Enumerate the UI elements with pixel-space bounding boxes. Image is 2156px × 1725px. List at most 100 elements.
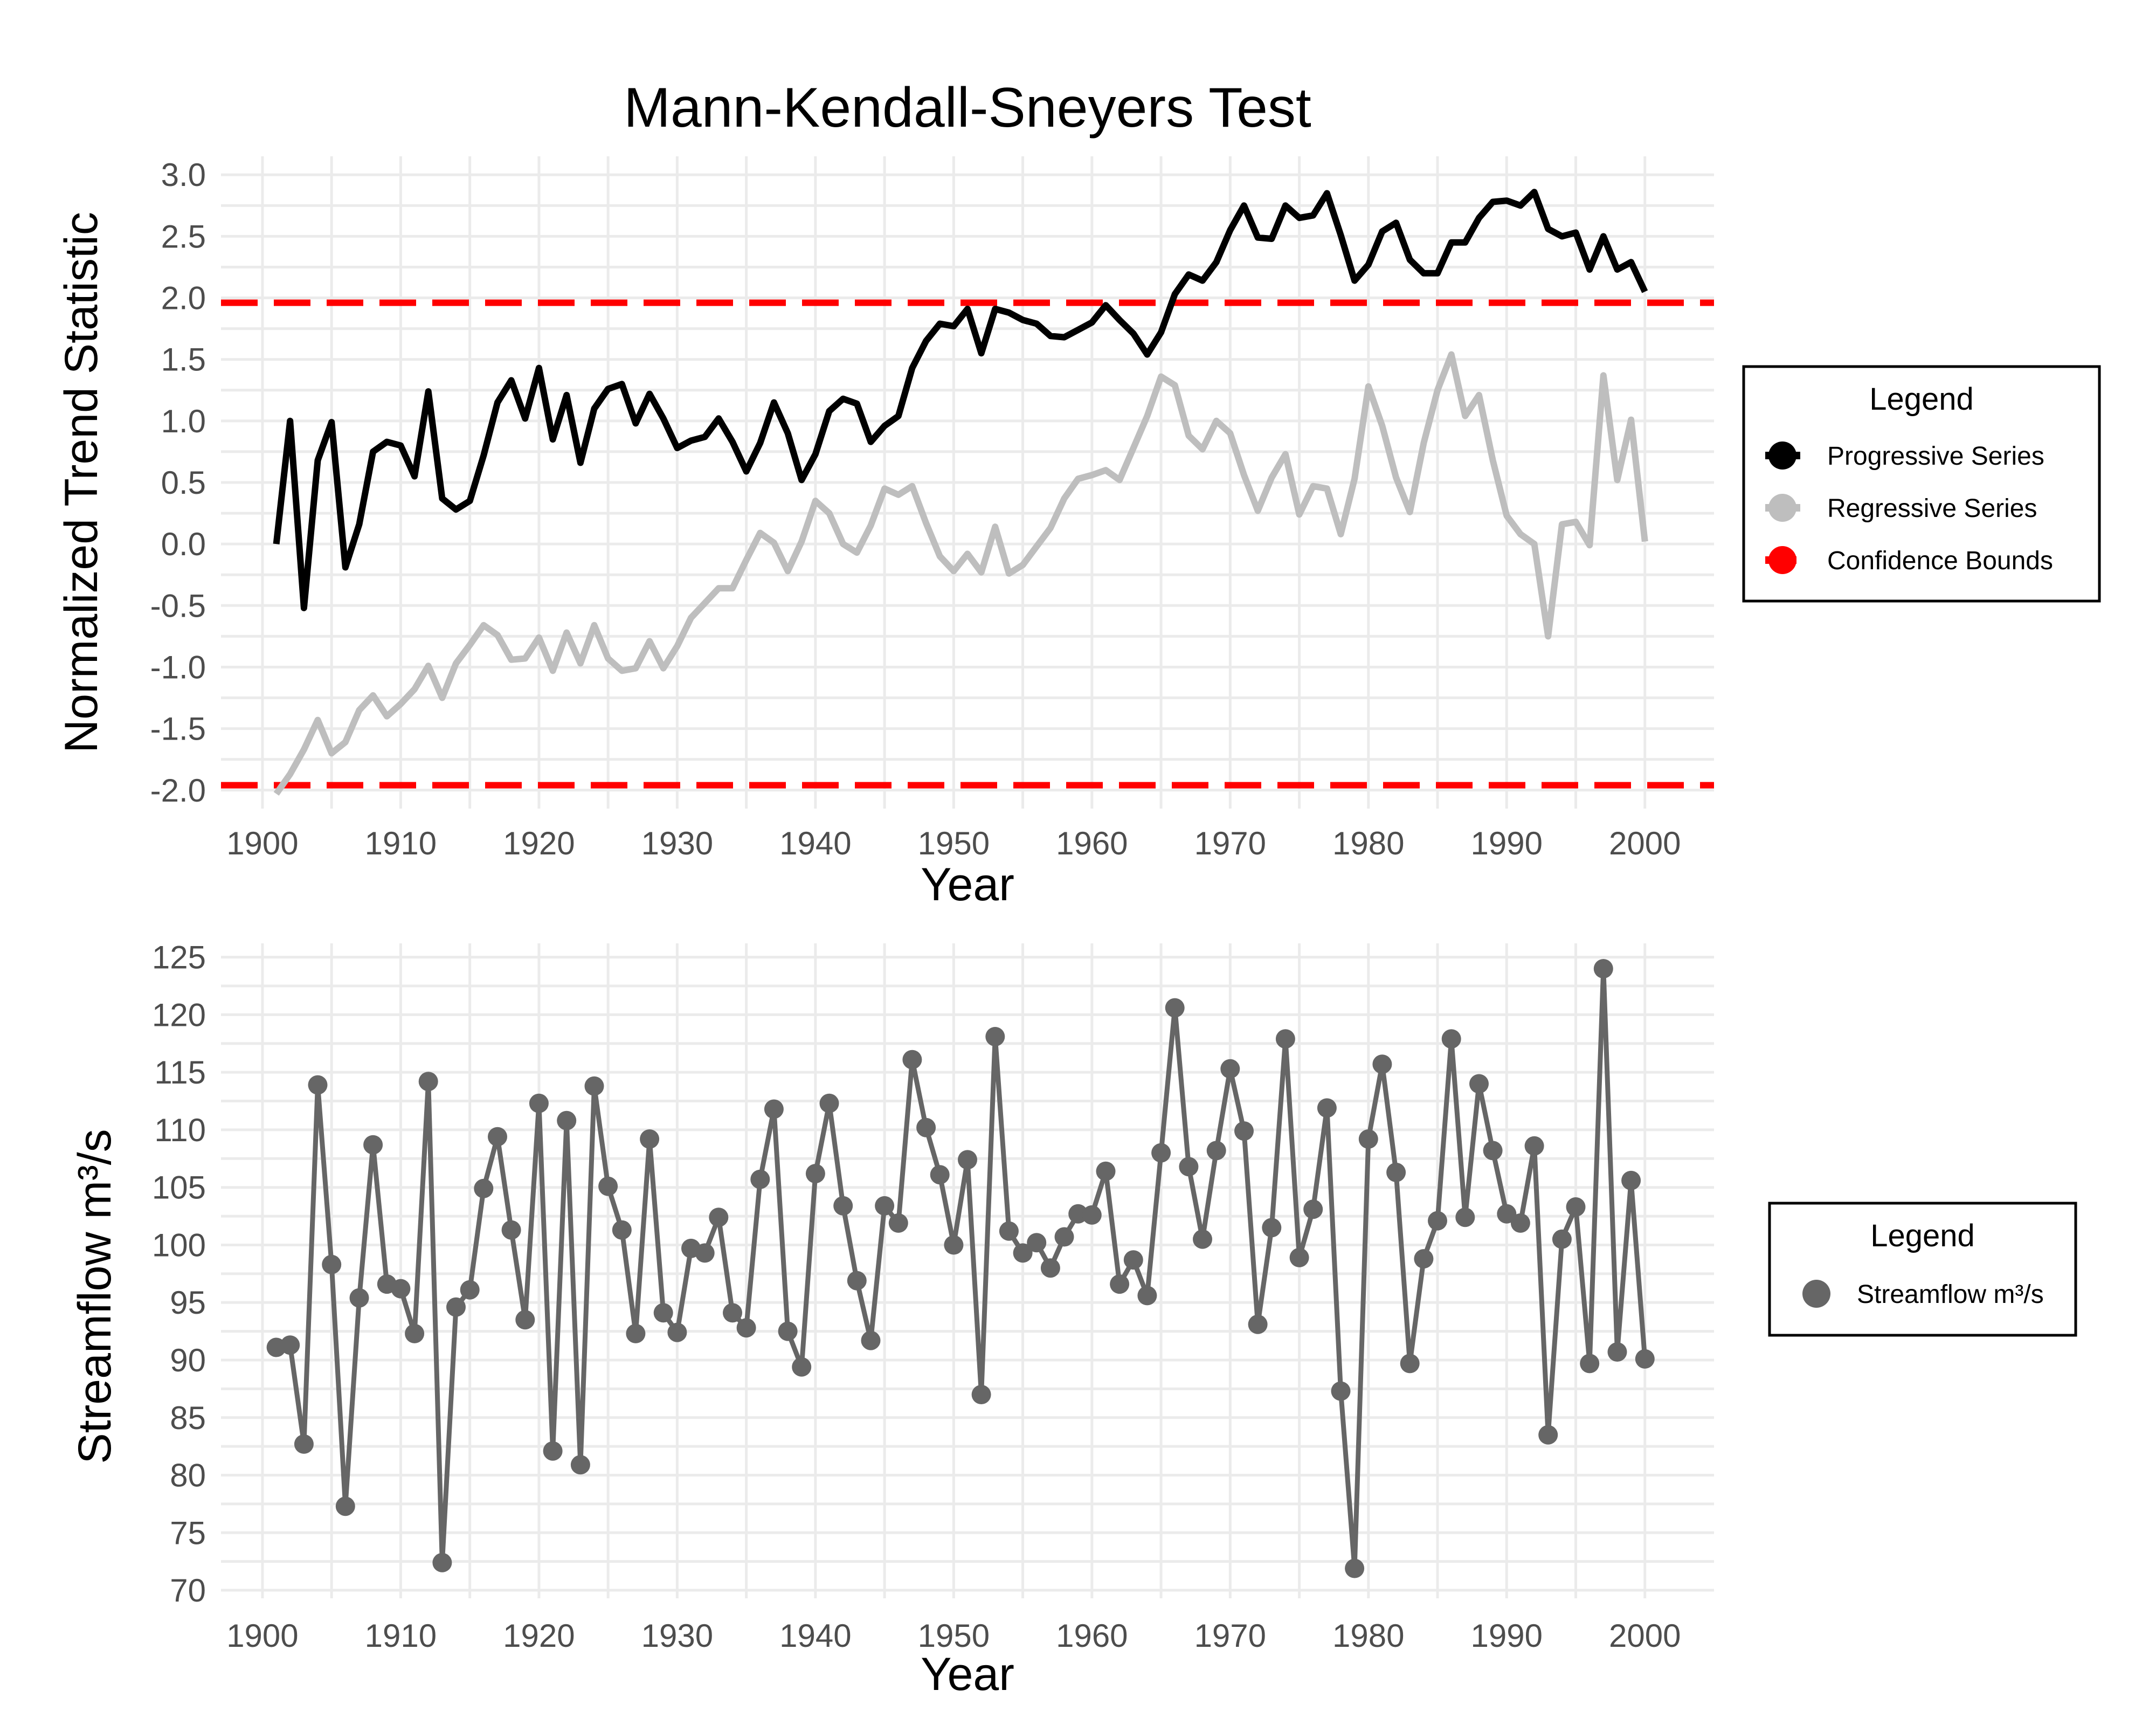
streamflow-point <box>529 1093 549 1113</box>
streamflow-point <box>557 1110 577 1130</box>
streamflow-point <box>1082 1205 1102 1225</box>
bottom-panel-points <box>266 959 1655 1578</box>
bottom-y-tick-label: 110 <box>154 1112 206 1148</box>
streamflow-point <box>1345 1558 1365 1578</box>
streamflow-point <box>405 1323 425 1343</box>
bottom-legend-title: Legend <box>1870 1218 1975 1253</box>
streamflow-point <box>1455 1208 1475 1227</box>
streamflow-point <box>1510 1213 1530 1233</box>
streamflow-point <box>391 1279 411 1299</box>
streamflow-point <box>584 1076 604 1096</box>
top-y-tick-label: -0.5 <box>150 588 206 624</box>
top-legend: Legend Progressive Series Regressive Ser… <box>1742 365 2101 603</box>
streamflow-point <box>280 1335 300 1355</box>
top-panel-x-ticks: 1900 1910 1920 1930 1940 1950 1960 1970 1980 1990… <box>226 825 1681 861</box>
top-panel-y-ticks: -2.0 -1.5 -1.0 -0.5 0.0 0.5 1.0 1.5 2.0 2.5 3.0 <box>150 157 206 809</box>
bottom-x-tick-label: 1960 <box>1056 1618 1128 1654</box>
legend-label-confidence: Confidence Bounds <box>1827 547 2053 575</box>
bottom-x-tick-label: 1980 <box>1332 1618 1404 1654</box>
top-y-axis-title: Normalized Trend Statistic <box>56 212 107 753</box>
bottom-y-tick-label: 120 <box>152 997 206 1033</box>
streamflow-point <box>944 1235 964 1255</box>
bottom-y-tick-label: 115 <box>154 1054 206 1091</box>
streamflow-point <box>1013 1243 1033 1263</box>
top-x-tick-label: 1940 <box>779 825 851 861</box>
streamflow-point <box>460 1280 480 1300</box>
bottom-x-tick-label: 1910 <box>365 1618 437 1654</box>
legend-key-streamflow <box>1802 1280 1830 1308</box>
streamflow-point <box>1317 1098 1337 1118</box>
streamflow-point <box>1110 1274 1130 1294</box>
top-y-tick-label: 1.0 <box>161 403 206 439</box>
streamflow-point <box>736 1318 756 1338</box>
streamflow-point <box>1428 1211 1447 1231</box>
top-y-tick-label: 2.5 <box>161 218 206 254</box>
streamflow-point <box>1372 1054 1392 1074</box>
bottom-x-tick-label: 1900 <box>226 1618 298 1654</box>
streamflow-point <box>640 1129 660 1149</box>
bottom-y-tick-label: 90 <box>170 1342 206 1378</box>
top-x-tick-label: 1930 <box>641 825 713 861</box>
streamflow-point <box>1054 1227 1074 1247</box>
streamflow-point <box>1469 1074 1489 1094</box>
streamflow-point <box>792 1357 812 1377</box>
top-y-tick-label: -2.0 <box>150 772 206 809</box>
streamflow-point <box>349 1288 369 1308</box>
top-legend-title: Legend <box>1869 382 1974 417</box>
streamflow-point <box>971 1385 991 1404</box>
bottom-y-tick-label: 95 <box>170 1285 206 1321</box>
streamflow-point <box>1386 1162 1406 1182</box>
chart-title: Mann-Kendall-Sneyers Test <box>624 77 1311 139</box>
streamflow-point <box>667 1322 687 1342</box>
streamflow-point <box>1303 1199 1323 1219</box>
streamflow-point <box>861 1330 881 1350</box>
top-x-tick-label: 1970 <box>1194 825 1266 861</box>
streamflow-point <box>723 1303 742 1323</box>
streamflow-point <box>916 1117 936 1137</box>
streamflow-point <box>488 1127 507 1147</box>
top-y-tick-label: 0.5 <box>161 465 206 501</box>
streamflow-point <box>958 1150 977 1170</box>
top-x-tick-label: 1990 <box>1471 825 1543 861</box>
streamflow-point <box>1441 1029 1461 1049</box>
streamflow-point <box>418 1072 438 1092</box>
streamflow-point <box>833 1196 853 1216</box>
streamflow-point <box>1497 1204 1517 1224</box>
streamflow-point <box>1096 1161 1116 1181</box>
streamflow-point <box>999 1221 1019 1241</box>
top-x-tick-label: 2000 <box>1609 825 1681 861</box>
streamflow-point <box>709 1208 729 1227</box>
legend-key-regressive <box>1765 494 1800 522</box>
bottom-y-tick-label: 85 <box>170 1400 206 1436</box>
streamflow-point <box>1580 1354 1600 1374</box>
streamflow-point <box>985 1027 1005 1046</box>
top-panel-grid <box>221 156 1714 809</box>
streamflow-point <box>308 1075 328 1095</box>
streamflow-point <box>653 1303 673 1323</box>
streamflow-point <box>1635 1349 1655 1369</box>
bottom-y-tick-label: 70 <box>170 1572 206 1609</box>
streamflow-point <box>474 1178 494 1198</box>
top-x-tick-label: 1900 <box>226 825 298 861</box>
streamflow-point <box>1538 1425 1558 1445</box>
streamflow-point <box>902 1050 922 1070</box>
streamflow-point <box>1414 1249 1434 1269</box>
streamflow-point <box>1206 1141 1226 1161</box>
top-y-tick-label: 2.0 <box>161 280 206 316</box>
streamflow-point <box>1234 1121 1254 1141</box>
streamflow-point <box>1123 1250 1143 1270</box>
streamflow-point <box>1151 1143 1171 1163</box>
top-x-tick-label: 1980 <box>1332 825 1404 861</box>
streamflow-point <box>819 1093 839 1113</box>
streamflow-point <box>1400 1354 1420 1374</box>
streamflow-point <box>847 1271 867 1291</box>
bottom-x-tick-label: 1950 <box>918 1618 990 1654</box>
bottom-x-axis-title: Year <box>921 1648 1014 1700</box>
bottom-y-tick-label: 75 <box>170 1515 206 1551</box>
bottom-y-axis-title: Streamflow m³/s <box>69 1129 121 1464</box>
top-x-tick-label: 1950 <box>918 825 990 861</box>
streamflow-point <box>764 1099 784 1119</box>
streamflow-point <box>1275 1029 1295 1049</box>
regressive-series-line <box>273 351 1648 796</box>
